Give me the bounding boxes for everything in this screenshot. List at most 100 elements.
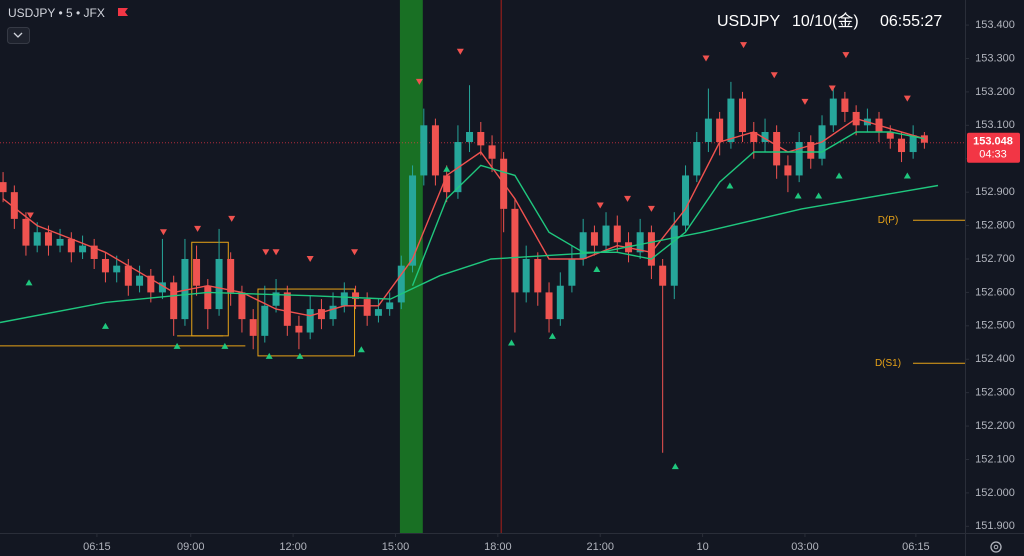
candle-body xyxy=(374,309,382,316)
pivot-high-marker xyxy=(624,195,632,202)
y-tick-label: 152.100 xyxy=(975,453,1015,465)
moving-average xyxy=(0,184,939,324)
x-tick-label: 12:00 xyxy=(279,541,307,553)
candle-body xyxy=(147,275,155,293)
pivot-low-marker xyxy=(815,192,823,199)
candle-body xyxy=(773,131,781,166)
x-tick-label: 21:00 xyxy=(586,541,614,553)
pivot-high-marker xyxy=(262,249,270,256)
candle-body xyxy=(283,292,291,326)
overlay-symbol: USDJPY xyxy=(717,13,780,30)
y-tick-label: 152.700 xyxy=(975,253,1015,265)
candle-body xyxy=(590,232,598,246)
y-tick-label: 153.400 xyxy=(975,19,1015,31)
candle-body xyxy=(477,131,485,146)
y-tick-label: 152.000 xyxy=(975,487,1015,499)
candle-body xyxy=(79,245,87,253)
candle-body xyxy=(795,142,803,176)
candle-body xyxy=(466,131,474,143)
candle-body xyxy=(272,292,280,306)
candle-body xyxy=(511,208,519,293)
candle-body xyxy=(682,175,690,226)
candle-body xyxy=(409,175,417,266)
candle-body xyxy=(545,292,553,320)
candle-body xyxy=(636,232,644,253)
pivot-low-marker xyxy=(357,346,365,353)
pivot-low-marker xyxy=(548,332,556,339)
pivot-high-marker xyxy=(228,215,236,222)
candle-body xyxy=(704,118,712,143)
candle-body xyxy=(522,258,530,293)
y-tick-label: 152.900 xyxy=(975,186,1015,198)
pivot-high-marker xyxy=(903,95,911,102)
y-tick-label: 152.600 xyxy=(975,286,1015,298)
x-tick-label: 06:15 xyxy=(902,541,930,553)
pivot-high-marker xyxy=(828,85,836,92)
y-tick-label: 152.400 xyxy=(975,353,1015,365)
candle-body xyxy=(295,325,303,333)
session-highlight xyxy=(399,0,423,533)
pivot-high-marker xyxy=(801,98,809,105)
candle-body xyxy=(22,218,30,246)
y-tick-label: 152.500 xyxy=(975,320,1015,332)
pivot-high-marker xyxy=(647,205,655,212)
pivot-high-marker xyxy=(702,55,710,62)
candle-body xyxy=(670,225,678,286)
candle-body xyxy=(807,142,815,159)
pivot-high-marker xyxy=(26,212,34,219)
gear-inner[interactable] xyxy=(993,544,999,550)
y-tick-label: 152.800 xyxy=(975,219,1015,231)
candle-body xyxy=(124,265,132,286)
candle-body xyxy=(193,258,201,286)
candle-body xyxy=(238,292,246,320)
pivot-high-marker xyxy=(159,229,167,236)
pivot-high-marker xyxy=(456,48,464,55)
pivot-low-marker xyxy=(443,165,451,172)
pivot-low-marker xyxy=(173,342,181,349)
pivot-high-marker xyxy=(415,78,423,85)
gear-outer[interactable] xyxy=(990,541,1002,553)
candle-body xyxy=(841,98,849,112)
pivot-high-marker xyxy=(842,52,850,59)
pivot-low-marker xyxy=(835,172,843,179)
candle-body xyxy=(716,118,724,143)
x-tick-label: 03:00 xyxy=(791,541,819,553)
candle-body xyxy=(829,98,837,126)
y-tick-label: 152.200 xyxy=(975,420,1015,432)
chevron-icon xyxy=(13,32,23,38)
candle-body xyxy=(556,285,564,320)
settings-icon[interactable] xyxy=(990,541,1002,553)
pivot-high-marker xyxy=(351,249,359,256)
symbol-title: USDJPY • 5 • JFX xyxy=(8,6,105,20)
flag-icon[interactable] xyxy=(118,8,128,16)
candle-body xyxy=(44,232,52,246)
pivot-low-marker xyxy=(296,352,304,359)
candle-body xyxy=(204,285,212,310)
candle-body xyxy=(10,192,18,219)
collapse-button[interactable] xyxy=(7,27,30,44)
pivot-low-marker xyxy=(794,192,802,199)
candle-body xyxy=(909,135,917,153)
pivot-high-marker xyxy=(272,249,280,256)
candle-body xyxy=(101,258,109,273)
candle-body xyxy=(750,131,758,143)
pivot-low-marker xyxy=(593,266,601,273)
countdown-label: 04:33 xyxy=(979,149,1007,161)
pivot-high-marker xyxy=(770,72,778,79)
candle-body xyxy=(136,275,144,286)
candle-body xyxy=(920,135,928,143)
pivot-low-marker xyxy=(726,182,734,189)
candle-body xyxy=(761,131,769,143)
candle-body xyxy=(0,182,7,193)
pivot-low-marker xyxy=(903,172,911,179)
candle-body xyxy=(352,292,360,300)
pivot-label: D(P) xyxy=(878,215,899,226)
candle-body xyxy=(488,145,496,159)
candle-body xyxy=(170,282,178,320)
candle-body xyxy=(397,265,405,303)
x-tick-label: 09:00 xyxy=(177,541,205,553)
candle-body xyxy=(181,258,189,320)
pivot-low-marker xyxy=(265,352,273,359)
candle-body xyxy=(329,305,337,320)
candle-body xyxy=(363,299,371,316)
